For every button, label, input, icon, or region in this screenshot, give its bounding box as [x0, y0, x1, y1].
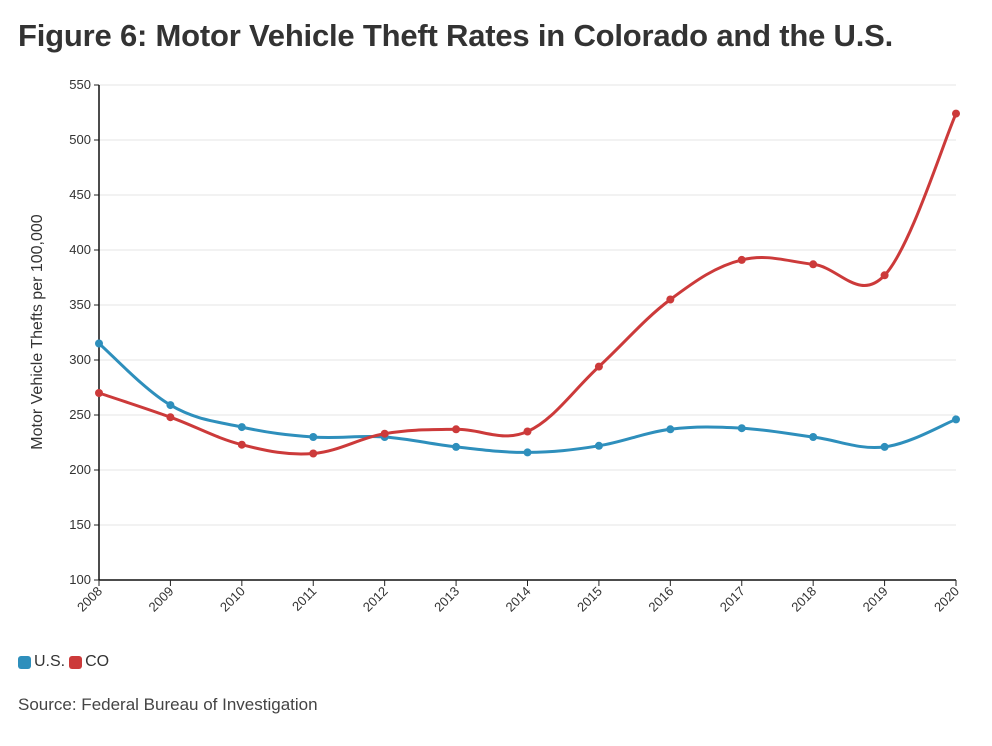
data-point-co[interactable]: [880, 271, 889, 280]
data-point-co[interactable]: [452, 425, 461, 434]
y-tick-label: 500: [69, 132, 91, 147]
data-point-co[interactable]: [166, 413, 175, 422]
x-tick-labels: 2008 2009 2010 2011 2012 2013 2014 2015 2016 2017…: [74, 584, 962, 615]
data-point-us[interactable]: [952, 415, 960, 424]
series-lines: [95, 109, 960, 458]
data-point-co[interactable]: [737, 255, 746, 264]
x-tick-label: 2015: [574, 584, 605, 615]
y-tick-label: 200: [69, 462, 91, 477]
x-tick-label: 2011: [289, 584, 319, 614]
data-point-co[interactable]: [380, 429, 389, 438]
data-point-co[interactable]: [952, 109, 960, 118]
x-tick-label: 2019: [860, 584, 891, 615]
data-point-co[interactable]: [95, 389, 103, 397]
data-point-co[interactable]: [237, 440, 246, 449]
x-tick-label: 2009: [145, 584, 176, 615]
data-point-co[interactable]: [309, 449, 318, 458]
data-point-co[interactable]: [594, 362, 603, 371]
x-tick-label: 2013: [431, 584, 462, 615]
data-point-us[interactable]: [523, 448, 532, 457]
chart-title: Figure 6: Motor Vehicle Theft Rates in C…: [18, 18, 894, 53]
data-point-co[interactable]: [666, 295, 675, 304]
legend-label-co: CO: [85, 653, 110, 670]
x-tick-label: 2020: [931, 584, 962, 615]
data-point-us[interactable]: [309, 433, 318, 441]
series-line-co: [98, 112, 958, 456]
data-point-us[interactable]: [166, 401, 175, 410]
x-tick-label: 2010: [217, 584, 248, 615]
axes: [94, 84, 957, 586]
y-tick-label: 300: [69, 352, 91, 367]
legend-item-us[interactable]: U.S.: [18, 653, 65, 671]
data-point-us[interactable]: [95, 339, 103, 348]
data-point-us[interactable]: [594, 441, 603, 450]
data-point-us[interactable]: [880, 442, 889, 451]
data-point-co[interactable]: [523, 427, 532, 436]
x-tick-label: 2016: [645, 584, 676, 615]
data-point-co[interactable]: [809, 260, 818, 269]
y-tick-label: 550: [69, 77, 91, 92]
y-tick-label: 450: [69, 187, 91, 202]
data-point-us[interactable]: [237, 423, 246, 432]
x-tick-label: 2018: [788, 584, 819, 615]
x-tick-label: 2017: [717, 584, 748, 615]
y-tick-label: 100: [69, 572, 91, 587]
source-note: Source: Federal Bureau of Investigation: [18, 695, 318, 714]
y-tick-label: 250: [69, 407, 91, 422]
data-point-us[interactable]: [452, 442, 461, 451]
x-tick-label: 2012: [360, 584, 391, 615]
legend-label-us: U.S.: [34, 653, 66, 670]
y-tick-label: 350: [69, 297, 91, 312]
legend: U.S. CO: [18, 653, 113, 671]
y-tick-label: 150: [69, 517, 91, 532]
gridlines: [99, 84, 956, 526]
legend-swatch-us: [18, 655, 31, 669]
x-tick-label: 2008: [74, 584, 105, 615]
y-axis-label: Motor Vehicle Thefts per 100,000: [29, 214, 46, 450]
legend-item-co[interactable]: CO: [69, 653, 109, 671]
legend-swatch-co: [69, 655, 83, 669]
x-tick-label: 2014: [503, 584, 534, 615]
data-point-us[interactable]: [666, 425, 675, 434]
data-point-us[interactable]: [809, 433, 818, 441]
y-tick-labels: 100 150 200 250 300 350 400 450 500 550: [69, 77, 91, 587]
data-point-us[interactable]: [737, 424, 746, 433]
y-tick-label: 400: [69, 242, 91, 257]
